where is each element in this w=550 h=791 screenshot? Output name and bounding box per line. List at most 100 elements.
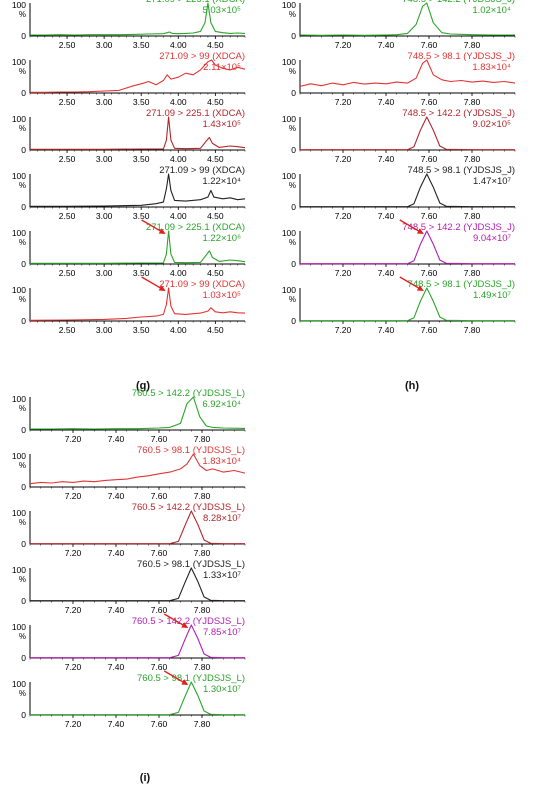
x-tick-label: 7.80 (464, 268, 481, 278)
series-trace (30, 2, 246, 36)
intensity-label: 1.02×10⁴ (472, 5, 511, 16)
x-tick-label: 7.40 (108, 605, 125, 615)
x-tick-label: 2.50 (59, 40, 76, 50)
y-axis-label: % (19, 238, 26, 247)
series-trace (30, 681, 245, 716)
y-tick-label: 0 (21, 710, 26, 720)
trace-title: 760.5 > 142.2 (YJDSJS_L) (132, 616, 245, 627)
x-tick-label: 7.60 (421, 97, 438, 107)
y-tick-label: 0 (21, 145, 26, 155)
x-tick-label: 3.00 (96, 154, 113, 164)
x-tick-label: 7.60 (421, 40, 438, 50)
x-tick-label: 4.00 (170, 97, 187, 107)
intensity-label: 6.92×10⁴ (202, 399, 241, 410)
x-tick-label: 7.80 (194, 491, 211, 501)
y-tick-label: 0 (291, 31, 296, 41)
x-tick-label: 4.50 (207, 154, 224, 164)
x-tick-label: 4.00 (170, 40, 187, 50)
x-tick-label: 7.60 (151, 548, 168, 558)
series-trace (30, 624, 245, 659)
x-tick-label: 4.00 (170, 154, 187, 164)
y-tick-label: 0 (21, 539, 26, 549)
trace-title: 760.5 > 98.1 (YJDSJS_L) (137, 559, 245, 570)
x-tick-label: 3.00 (96, 97, 113, 107)
y-tick-label: 0 (291, 145, 296, 155)
y-axis-label: % (289, 295, 296, 304)
x-tick-label: 3.00 (96, 325, 113, 335)
y-tick-label: 0 (291, 88, 296, 98)
chromatogram-10: 100% 0 7.20 7.40 7.60 7.80 748.5 > 98.1 (YJDSJ… (282, 165, 516, 221)
y-axis-label: % (289, 124, 296, 133)
series-trace (300, 116, 515, 151)
x-tick-label: 7.80 (194, 605, 211, 615)
y-axis-label: % (19, 404, 26, 413)
trace-title: 271.09 > 225.1 (XDCA) (146, 108, 245, 119)
x-tick-label: 7.80 (464, 97, 481, 107)
y-tick-label: 100 (12, 451, 26, 461)
y-tick-label: 0 (21, 316, 26, 326)
x-tick-label: 7.60 (421, 211, 438, 221)
y-tick-label: 100 (12, 622, 26, 632)
series-trace (29, 287, 246, 321)
x-tick-label: 3.00 (96, 211, 113, 221)
trace-title: 271.09 > 99 (XDCA) (159, 165, 245, 176)
trace-title: 748.5 > 142.2 (YJDSJS_J) (402, 222, 515, 233)
y-tick-label: 100 (12, 57, 26, 67)
chromatogram-3: 100% 0 2.50 3.00 3.50 4.00 4.50 271.09 > 225.1 … (12, 108, 246, 164)
trace-title: 760.5 > 98.1 (YJDSJS_L) (137, 673, 245, 684)
chromatogram-17: 100% 0 7.20 7.40 7.60 7.80 760.5 > 142.2 (YJDS… (12, 613, 246, 672)
x-tick-label: 7.80 (194, 434, 211, 444)
y-tick-label: 100 (12, 171, 26, 181)
chromatogram-9: 100% 0 7.20 7.40 7.60 7.80 748.5 > 142.2 (YJDS… (282, 108, 516, 164)
trace-title: 271.09 > 99 (XDCA) (159, 51, 245, 62)
y-tick-label: 0 (21, 88, 26, 98)
series-trace (30, 567, 245, 602)
chromatogram-6: 100% 0 2.50 3.00 3.50 4.00 4.50 271.09 > 99 (XD… (12, 276, 246, 335)
x-tick-label: 7.40 (108, 491, 125, 501)
trace-title: 271.09 > 225.1 (XDCA) (146, 0, 245, 5)
x-tick-label: 3.00 (96, 268, 113, 278)
y-tick-label: 0 (21, 482, 26, 492)
x-tick-label: 7.20 (65, 605, 82, 615)
intensity-label: 8.28×10⁷ (203, 513, 242, 524)
x-tick-label: 4.50 (207, 97, 224, 107)
intensity-label: 5.03×10⁵ (202, 5, 241, 16)
x-tick-label: 2.50 (59, 325, 76, 335)
y-tick-label: 100 (12, 114, 26, 124)
x-tick-label: 7.60 (421, 154, 438, 164)
trace-title: 748.5 > 98.1 (YJDSJS_J) (408, 279, 515, 290)
peak-arrow (141, 276, 166, 291)
x-tick-label: 7.60 (151, 491, 168, 501)
series-trace (30, 59, 246, 93)
x-tick-label: 4.00 (170, 211, 187, 221)
trace-title: 271.09 > 99 (XDCA) (159, 279, 245, 290)
trace-title: 760.5 > 98.1 (YJDSJS_L) (137, 445, 245, 456)
x-tick-label: 7.20 (335, 325, 352, 335)
y-tick-label: 100 (282, 57, 296, 67)
intensity-label: 9.02×10⁵ (472, 119, 511, 130)
panel-label-h: (h) (405, 380, 419, 392)
series-trace (299, 2, 515, 36)
series-trace (29, 453, 246, 485)
peak-arrow (141, 219, 166, 234)
intensity-label: 1.49×10⁷ (473, 290, 512, 301)
x-tick-label: 7.60 (151, 719, 168, 729)
y-tick-label: 0 (291, 259, 296, 269)
x-tick-label: 7.40 (108, 719, 125, 729)
trace-title: 748.5 > 142.2 (YJDSJS_J) (402, 0, 515, 5)
x-tick-label: 7.20 (335, 97, 352, 107)
y-axis-label: % (19, 461, 26, 470)
x-tick-label: 4.50 (207, 268, 224, 278)
x-tick-label: 7.20 (335, 211, 352, 221)
x-tick-label: 7.40 (378, 268, 395, 278)
chromatogram-15: 100% 0 7.20 7.40 7.60 7.80 760.5 > 142.2 (YJDS… (12, 502, 246, 558)
x-tick-label: 7.60 (421, 325, 438, 335)
chromatogram-7: 100% 0 7.20 7.40 7.60 7.80 748.5 > 142.2 (YJDS… (282, 0, 516, 50)
series-trace (300, 287, 515, 322)
intensity-label: 2.11×10⁵ (203, 62, 241, 73)
series-trace (30, 173, 246, 207)
x-tick-label: 4.50 (207, 211, 224, 221)
y-axis-label: % (19, 632, 26, 641)
x-tick-label: 7.20 (335, 268, 352, 278)
